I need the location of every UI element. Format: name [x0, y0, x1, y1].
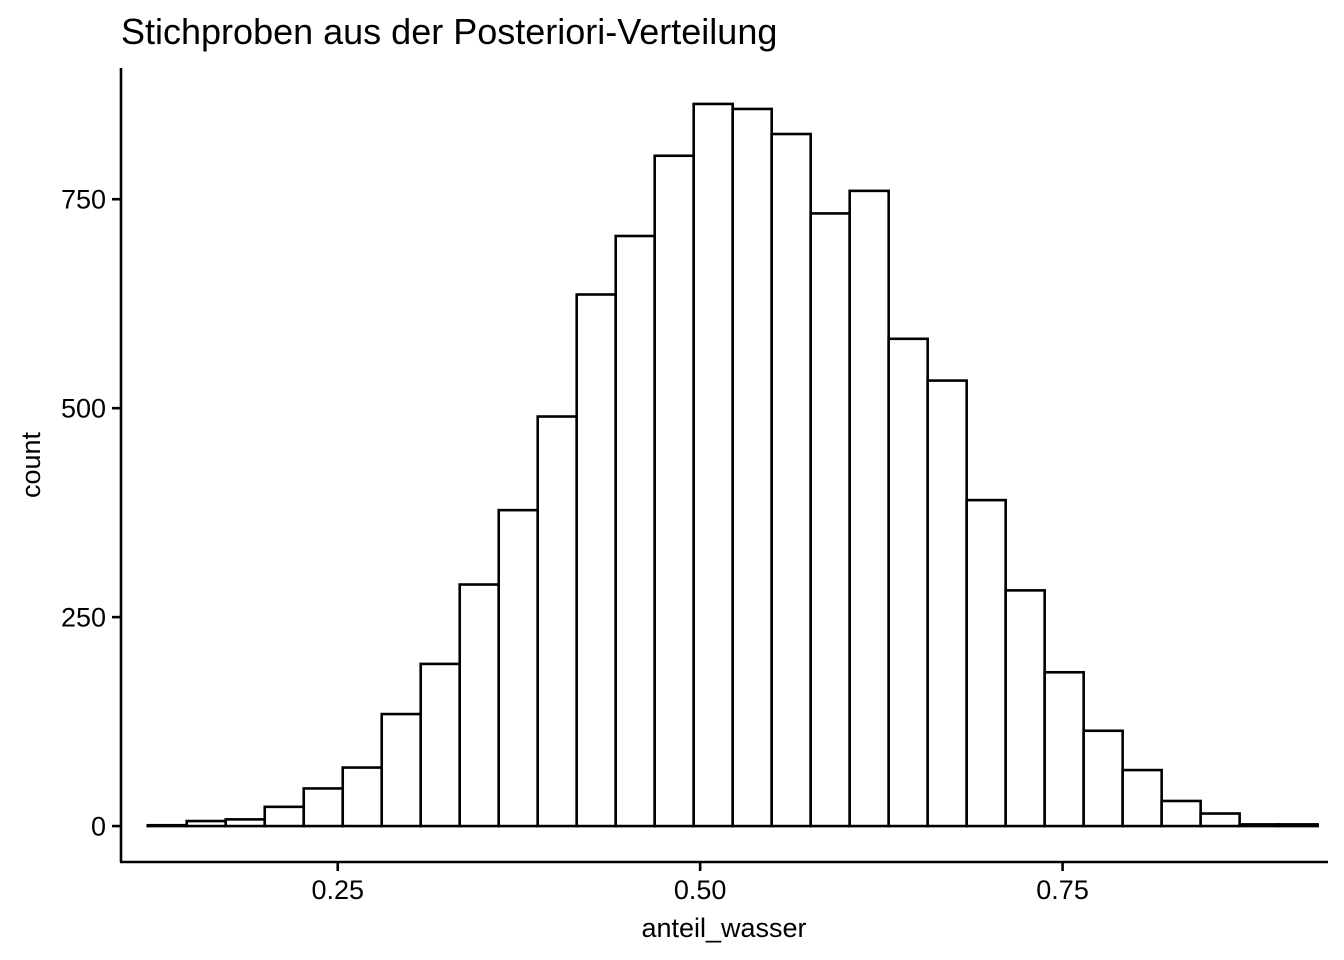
histogram-bar — [887, 337, 929, 828]
histogram-bar — [1160, 799, 1202, 828]
histogram-bar — [692, 102, 734, 828]
histogram-bar — [497, 508, 540, 828]
histogram-bar — [653, 154, 695, 828]
histogram-bar — [380, 712, 423, 828]
histogram-bar — [341, 766, 384, 828]
histogram-bar — [458, 583, 501, 828]
x-tick-label: 0.75 — [1036, 875, 1089, 905]
y-tick-label: 500 — [61, 394, 106, 424]
histogram-bar — [1082, 729, 1124, 828]
histogram-bar — [536, 415, 579, 828]
histogram-bar — [419, 662, 462, 828]
y-tick-label: 250 — [61, 603, 106, 633]
histogram-bar — [1004, 589, 1046, 828]
histogram-bar — [809, 212, 851, 828]
histogram-bar — [1043, 670, 1085, 828]
y-axis-ticks: 0 250 500 750 — [61, 185, 121, 842]
x-axis-ticks: 0.25 0.50 0.75 — [311, 862, 1089, 905]
x-tick-label: 0.50 — [674, 875, 727, 905]
histogram-bar — [1121, 768, 1163, 828]
histogram-bar — [146, 823, 189, 828]
histogram-bar — [224, 818, 267, 828]
histogram-bar — [848, 189, 890, 828]
y-tick-label: 750 — [61, 185, 106, 215]
histogram-bar — [1238, 823, 1280, 828]
histogram-bar — [731, 107, 773, 828]
chart-title: Stichproben aus der Posteriori-Verteilun… — [121, 11, 777, 52]
histogram-bar — [302, 787, 345, 828]
histogram-bar — [575, 293, 618, 828]
histogram-bar — [1199, 812, 1241, 828]
histogram-bar — [770, 132, 812, 828]
bars-group — [146, 102, 1319, 828]
histogram-bar — [926, 379, 968, 828]
histogram-bar — [965, 498, 1007, 828]
y-tick-label: 0 — [91, 812, 106, 842]
histogram-bar — [185, 819, 228, 828]
x-tick-label: 0.25 — [311, 875, 364, 905]
histogram-bar — [263, 805, 306, 828]
y-axis-title: count — [16, 431, 46, 498]
histogram-bar — [1277, 823, 1319, 828]
histogram-bar — [614, 234, 656, 828]
x-axis-title: anteil_wasser — [641, 913, 806, 943]
